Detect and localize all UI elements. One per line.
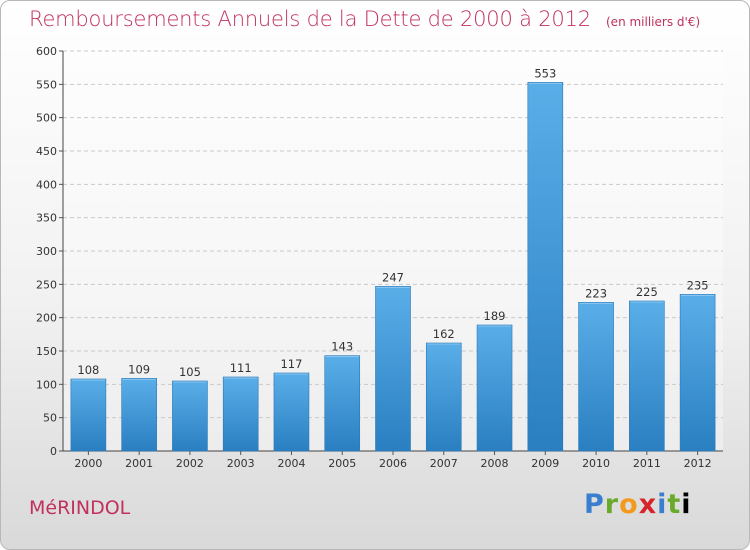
data-label: 109 (128, 362, 150, 376)
logo-letter: r (604, 489, 620, 520)
bars (70, 82, 716, 452)
data-label: 223 (585, 286, 607, 300)
y-tick-label: 200 (36, 312, 57, 325)
chart-unit-text: (en milliers d'€) (606, 15, 701, 29)
x-tick-label: 2009 (531, 457, 559, 470)
bar (527, 82, 564, 452)
x-tick-label: 2010 (582, 457, 610, 470)
y-tick-label: 100 (36, 378, 57, 391)
bar (222, 376, 259, 452)
y-tick-label: 250 (36, 278, 57, 291)
data-label: 105 (179, 365, 201, 379)
y-tick-label: 300 (36, 245, 57, 258)
data-label: 162 (433, 327, 455, 341)
y-tick-label: 150 (36, 345, 57, 358)
x-tick-label: 2011 (633, 457, 661, 470)
logo-letter: i (657, 489, 668, 520)
y-tick-label: 350 (36, 212, 57, 225)
data-label: 247 (382, 270, 404, 284)
data-label: 111 (230, 361, 252, 375)
data-label: 117 (280, 357, 302, 371)
data-label: 225 (636, 285, 658, 299)
y-tick-label: 600 (36, 45, 57, 58)
logo-letter: o (619, 489, 639, 520)
bar (476, 324, 513, 452)
x-tick-label: 2012 (684, 457, 712, 470)
bar (425, 342, 462, 452)
bar (121, 378, 157, 452)
y-tick-label: 50 (43, 412, 57, 425)
chart-title: Remboursements Annuels de la Dette de 20… (29, 7, 700, 31)
bar (578, 302, 614, 452)
x-tick-label: 2005 (328, 457, 356, 470)
y-tick-label: 0 (50, 445, 57, 458)
y-tick-label: 400 (36, 178, 57, 191)
logo-letter: x (638, 489, 658, 520)
bar (375, 286, 411, 452)
bar (273, 372, 310, 452)
bar (679, 294, 716, 452)
x-tick-label: 2004 (277, 457, 305, 470)
bar (629, 300, 665, 452)
x-tick-label: 2008 (481, 457, 509, 470)
y-tick-label: 450 (36, 145, 57, 158)
logo-letter: P (584, 489, 605, 520)
y-tick-label: 550 (36, 78, 57, 91)
bar (70, 378, 107, 452)
y-tick-label: 500 (36, 112, 57, 125)
logo-letter: i (681, 489, 692, 520)
chart-title-text: Remboursements Annuels de la Dette de 20… (29, 7, 591, 31)
data-label: 108 (77, 363, 99, 377)
logo-letter: t (667, 489, 682, 520)
labels: 0 50 100 150 200 250 300 350 400 450 500 550 600 108 2… (36, 45, 712, 470)
bar (172, 380, 208, 452)
proxiti-logo: Proxiti (584, 489, 692, 520)
x-tick-label: 2002 (176, 457, 204, 470)
x-tick-label: 2000 (74, 457, 102, 470)
data-label: 553 (534, 66, 556, 80)
data-label: 143 (331, 340, 353, 354)
x-tick-label: 2007 (430, 457, 458, 470)
x-tick-label: 2001 (125, 457, 153, 470)
data-label: 189 (484, 309, 506, 323)
bar (324, 355, 361, 452)
data-label: 235 (687, 278, 709, 292)
x-tick-label: 2003 (227, 457, 255, 470)
x-tick-label: 2006 (379, 457, 407, 470)
commune-name: MéRINDOL (29, 497, 131, 519)
